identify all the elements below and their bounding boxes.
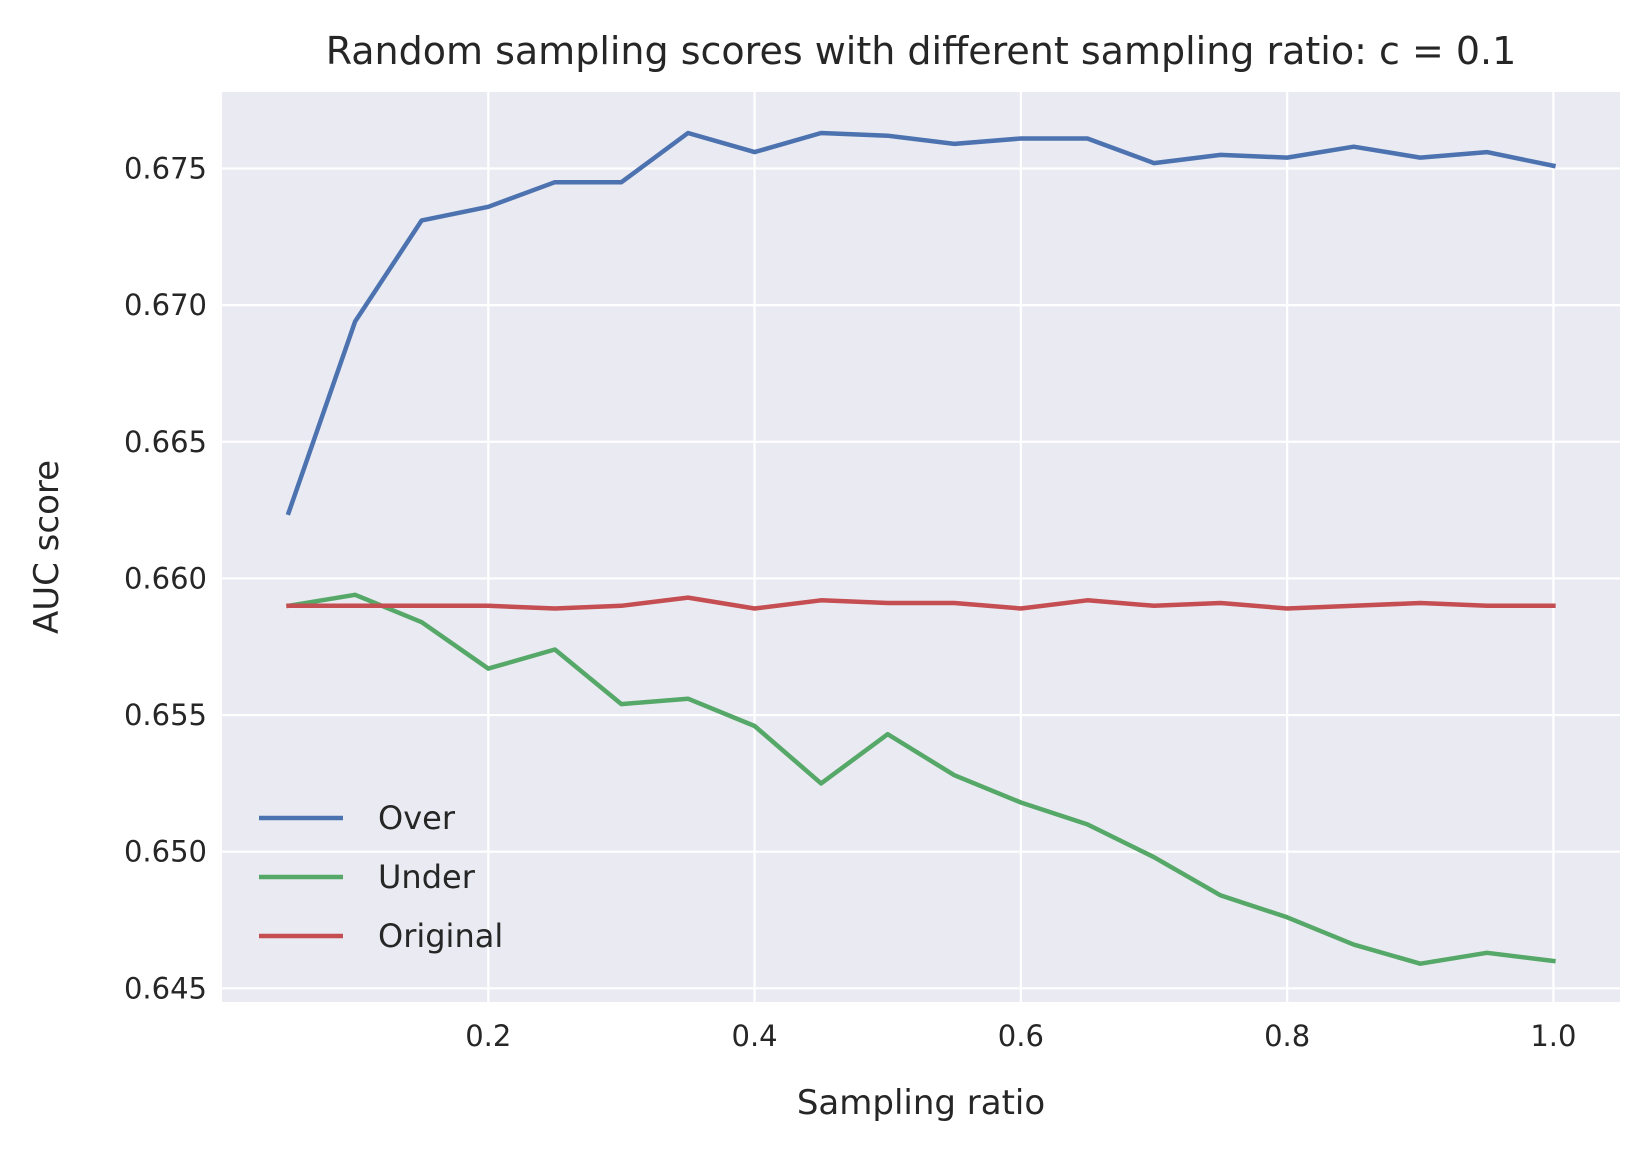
y-tick-labels: 0.645 0.650 0.655 0.660 0.665 0.670 0.675 [124, 152, 207, 1006]
y-tick-label: 0.675 [124, 152, 207, 186]
y-tick-label: 0.655 [124, 698, 207, 732]
x-tick-label: 0.8 [1264, 1019, 1310, 1053]
legend-label-over: Over [378, 799, 456, 837]
x-tick-labels: 0.2 0.4 0.6 0.8 1.0 [465, 1019, 1576, 1053]
series-line-under [286, 592, 1556, 966]
series-lines [285, 130, 1557, 966]
y-axis-label: AUC score [27, 460, 67, 634]
plot-background [222, 92, 1620, 1002]
x-tick-label: 0.2 [465, 1019, 511, 1053]
y-tick-label: 0.660 [124, 561, 207, 595]
legend-label-original: Original [378, 917, 503, 955]
y-tick-label: 0.665 [124, 425, 207, 459]
legend-label-under: Under [378, 858, 476, 896]
x-tick-label: 1.0 [1530, 1019, 1576, 1053]
grid-lines [222, 92, 1620, 1002]
x-tick-label: 0.4 [732, 1019, 778, 1053]
legend: Over Under Original [259, 799, 503, 955]
x-axis-label: Sampling ratio [797, 1083, 1045, 1123]
y-tick-label: 0.670 [124, 288, 207, 322]
chart-title: Random sampling scores with different sa… [326, 29, 1517, 73]
y-tick-label: 0.645 [124, 971, 207, 1005]
series-line-original [286, 595, 1556, 611]
y-tick-label: 0.650 [124, 835, 207, 869]
x-tick-label: 0.6 [998, 1019, 1044, 1053]
series-line-over [285, 130, 1557, 516]
